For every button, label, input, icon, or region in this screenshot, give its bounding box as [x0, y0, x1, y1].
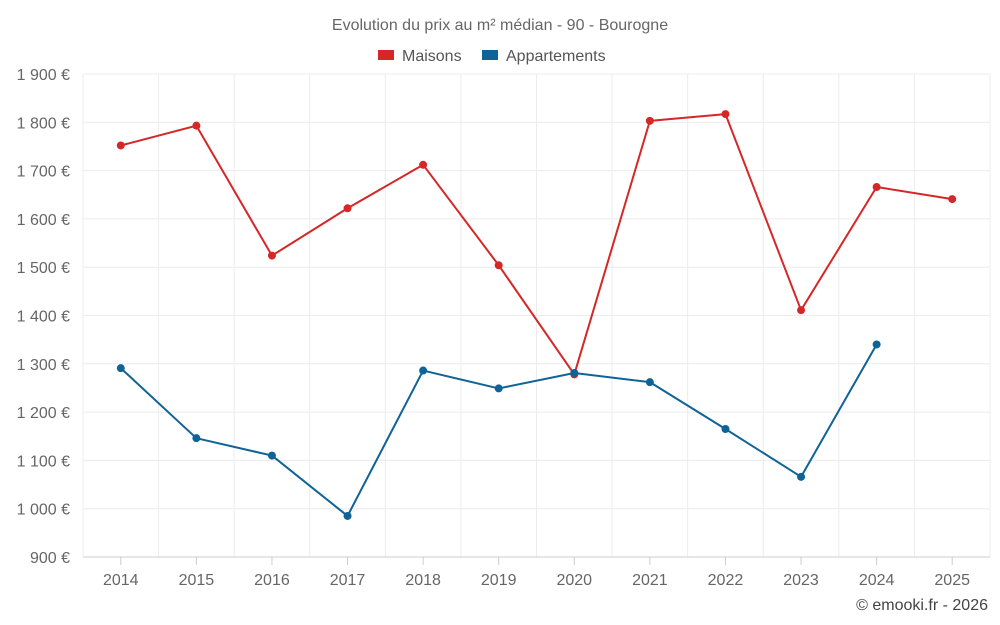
data-point-appartements-2017[interactable] [343, 511, 352, 520]
data-point-appartements-2014[interactable] [116, 364, 125, 373]
grid [82, 73, 991, 558]
x-tick-label: 2018 [405, 572, 441, 589]
y-tick-label: 1 000 € [17, 502, 70, 519]
x-tick-label: 2019 [481, 572, 517, 589]
x-tick-label: 2015 [179, 572, 215, 589]
series [116, 110, 957, 520]
axes: 900 € 1 000 € 1 100 € 1 200 € 1 300 € 1 400 €… [17, 67, 990, 589]
y-tick-label: 1 600 € [17, 212, 70, 229]
x-tick-label: 2024 [859, 572, 895, 589]
legend-item-appartements[interactable]: Appartements [482, 48, 606, 65]
series-line-maisons [120, 113, 953, 376]
data-point-maisons-2014[interactable] [116, 141, 125, 150]
legend: Maisons Appartements [378, 48, 606, 65]
x-tick-label: 2016 [254, 572, 290, 589]
y-tick-label: 1 900 € [17, 67, 70, 84]
data-point-maisons-2024[interactable] [872, 183, 881, 192]
y-tick-label: 1 100 € [17, 453, 70, 470]
data-point-appartements-2022[interactable] [721, 425, 730, 434]
x-tick-label: 2017 [330, 572, 366, 589]
legend-item-maisons[interactable]: Maisons [378, 48, 462, 65]
data-point-maisons-2016[interactable] [267, 251, 276, 260]
data-point-appartements-2016[interactable] [267, 451, 276, 460]
y-tick-label: 1 500 € [17, 260, 70, 277]
y-tick-label: 1 800 € [17, 115, 70, 132]
x-tick-label: 2023 [783, 572, 819, 589]
data-point-maisons-2025[interactable] [948, 195, 957, 204]
x-tick-label: 2025 [934, 572, 970, 589]
data-point-appartements-2015[interactable] [192, 434, 201, 443]
data-point-appartements-2021[interactable] [645, 378, 654, 387]
data-point-maisons-2017[interactable] [343, 204, 352, 213]
y-tick-label: 1 400 € [17, 309, 70, 326]
data-point-appartements-2019[interactable] [494, 384, 503, 393]
y-tick-label: 900 € [30, 550, 70, 567]
y-tick-label: 1 200 € [17, 405, 70, 422]
data-point-appartements-2020[interactable] [570, 368, 579, 377]
data-point-maisons-2015[interactable] [192, 121, 201, 130]
x-tick-label: 2014 [103, 572, 139, 589]
data-point-appartements-2023[interactable] [797, 472, 806, 481]
x-tick-label: 2022 [708, 572, 744, 589]
data-point-maisons-2021[interactable] [645, 116, 654, 125]
data-point-maisons-2018[interactable] [419, 160, 428, 169]
legend-label-appartements: Appartements [506, 48, 606, 65]
data-point-maisons-2019[interactable] [494, 261, 503, 270]
y-tick-label: 1 700 € [17, 164, 70, 181]
data-point-maisons-2022[interactable] [721, 110, 730, 119]
x-tick-label: 2021 [632, 572, 668, 589]
legend-label-maisons: Maisons [402, 48, 462, 65]
data-point-appartements-2018[interactable] [419, 366, 428, 375]
x-tick-label: 2020 [556, 572, 592, 589]
legend-swatch-maisons [378, 50, 394, 60]
credit-text: © emooki.fr - 2026 [856, 597, 988, 614]
chart-title: Evolution du prix au m² médian - 90 - Bo… [332, 17, 668, 34]
data-point-maisons-2023[interactable] [797, 306, 806, 315]
data-point-appartements-2024[interactable] [872, 340, 881, 349]
legend-swatch-appartements [482, 50, 498, 60]
y-tick-label: 1 300 € [17, 357, 70, 374]
